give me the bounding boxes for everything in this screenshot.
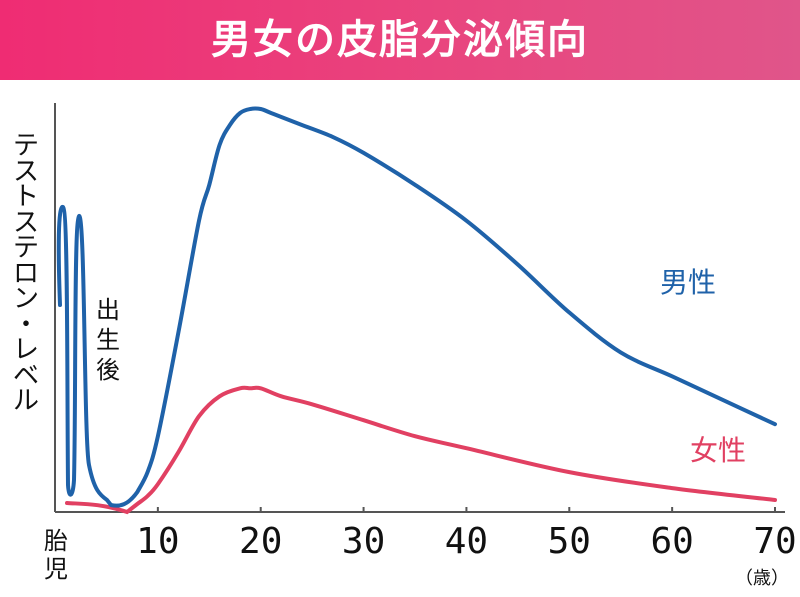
y-axis-label-char: テ bbox=[12, 233, 39, 263]
x-unit-label: （歳） bbox=[735, 568, 789, 589]
series-label-male: 男性 bbox=[660, 266, 716, 299]
x-start-label: 児 bbox=[44, 555, 68, 583]
y-axis-label-char: ン bbox=[12, 284, 39, 314]
y-axis-label-char: ル bbox=[12, 386, 39, 416]
y-axis-label-char: ス bbox=[12, 156, 39, 187]
y-axis-label-char: ・ bbox=[12, 309, 39, 340]
birth-annotation-char: 後 bbox=[96, 356, 120, 384]
title-banner: 男女の皮脂分泌傾向 bbox=[0, 0, 800, 80]
y-axis-label-char: ロ bbox=[12, 258, 39, 289]
x-tick-label: 10 bbox=[136, 521, 179, 562]
birth-annotation-char: 出 bbox=[96, 296, 120, 324]
x-tick-label: 30 bbox=[342, 521, 385, 562]
chart-title: 男女の皮脂分泌傾向 bbox=[211, 16, 589, 63]
x-tick-label: 70 bbox=[753, 521, 796, 562]
series-line-female bbox=[65, 385, 777, 515]
y-axis-label-char: テ bbox=[12, 131, 39, 161]
birth-annotation-char: 生 bbox=[96, 326, 120, 354]
y-axis-label-char: ベ bbox=[12, 360, 39, 391]
x-tick-label: 20 bbox=[239, 521, 282, 562]
x-tick-label: 50 bbox=[548, 521, 591, 562]
birth-annotation: 出生後 bbox=[92, 295, 124, 385]
x-start-label: 胎 bbox=[44, 527, 68, 555]
series-line-male bbox=[56, 106, 777, 508]
x-tick-label: 40 bbox=[445, 521, 488, 562]
series-label-female: 女性 bbox=[690, 434, 746, 467]
y-axis-label-char: ス bbox=[12, 207, 39, 238]
y-axis-label: テストステロン・レベル bbox=[8, 131, 44, 416]
y-axis-label-char: ト bbox=[12, 182, 39, 212]
y-axis-label-char: レ bbox=[12, 335, 39, 365]
x-tick-label: 60 bbox=[650, 521, 693, 562]
